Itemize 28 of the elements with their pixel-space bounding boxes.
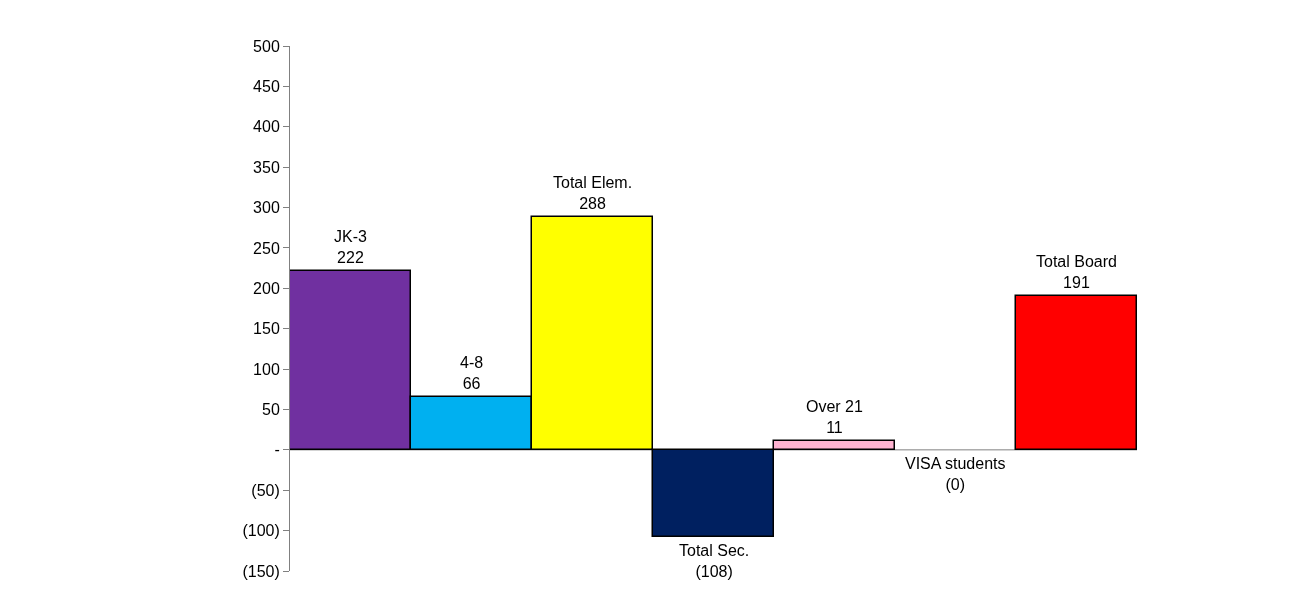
data-label: 222 bbox=[337, 248, 364, 266]
y-tick-label: 300 bbox=[253, 199, 280, 217]
data-label: 11 bbox=[826, 418, 843, 436]
series-label: 4-8 bbox=[460, 354, 484, 371]
y-tick-label: 150 bbox=[253, 320, 280, 338]
y-tick-label: - bbox=[274, 441, 280, 459]
y-tick-label: 450 bbox=[253, 77, 280, 95]
y-tick-label: 500 bbox=[253, 37, 280, 55]
y-tick-label: 400 bbox=[253, 118, 280, 136]
data-label: (108) bbox=[695, 562, 733, 580]
series-label: Over 21 bbox=[806, 398, 864, 415]
series-label: Total Sec. bbox=[679, 542, 750, 559]
data-label: 191 bbox=[1063, 273, 1090, 291]
data-label: 288 bbox=[579, 194, 607, 212]
y-tick-label: (100) bbox=[242, 522, 280, 540]
y-tick-label: 50 bbox=[262, 401, 280, 419]
text: VISA students bbox=[905, 455, 1006, 472]
y-tick-label: 100 bbox=[253, 360, 280, 378]
series-label: Total Elem. bbox=[553, 174, 633, 191]
y-tick-label: (150) bbox=[242, 562, 280, 580]
y-tick-label: 250 bbox=[253, 239, 280, 257]
y-tick-label: 350 bbox=[253, 158, 280, 176]
y-tick-label: 200 bbox=[253, 279, 280, 297]
data-label: 66 bbox=[462, 374, 481, 392]
data-label: (0) bbox=[945, 475, 966, 493]
series-label: JK-3 bbox=[334, 228, 367, 245]
series-label: Total Board bbox=[1036, 253, 1117, 270]
y-tick-label: (50) bbox=[251, 481, 280, 499]
